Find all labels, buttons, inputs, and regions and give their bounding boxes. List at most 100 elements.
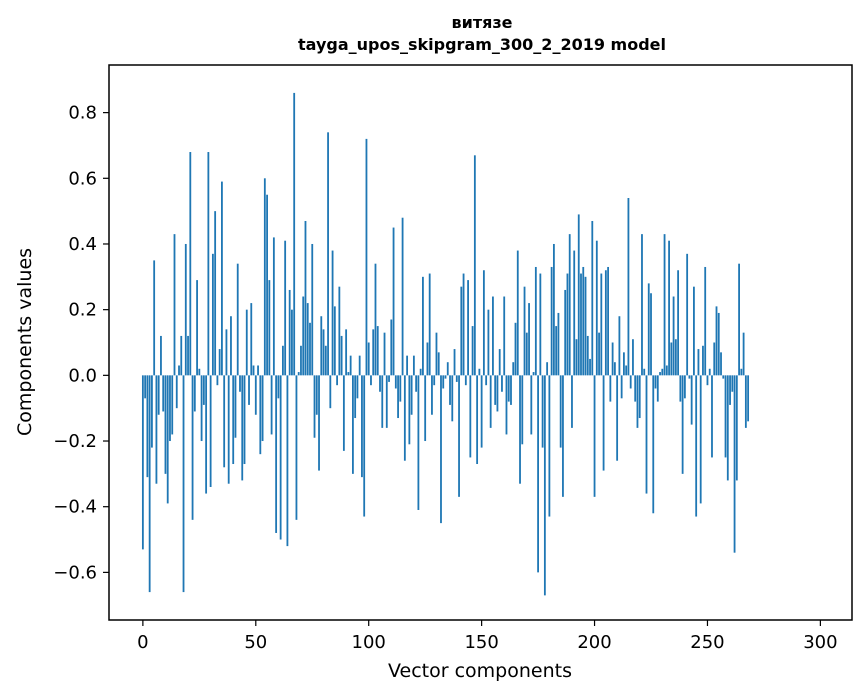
bar (263, 178, 266, 376)
bar (729, 375, 731, 405)
bar (221, 181, 223, 376)
y-tick-label: 0.6 (68, 168, 97, 189)
bar (196, 280, 198, 376)
bar (449, 375, 451, 405)
bar (365, 138, 368, 376)
bar (453, 349, 456, 376)
bar (747, 375, 750, 422)
bar (738, 263, 740, 376)
bar (471, 326, 474, 376)
bar (162, 375, 165, 412)
bar (340, 335, 343, 376)
bar (275, 375, 278, 533)
bar (207, 152, 210, 376)
bar (191, 375, 194, 520)
bar (270, 375, 273, 435)
bar (379, 375, 381, 392)
bar (525, 332, 528, 376)
bar (144, 375, 147, 399)
bar (187, 335, 189, 376)
bar (670, 342, 673, 376)
bar (469, 375, 472, 458)
bar (618, 316, 621, 376)
bar (225, 329, 228, 376)
bar (216, 375, 219, 386)
bar (198, 368, 201, 376)
x-tick-label: 200 (577, 632, 611, 653)
bar (155, 375, 158, 484)
bar (688, 375, 691, 379)
bar (415, 375, 418, 392)
bar (593, 375, 596, 497)
bar (394, 375, 397, 389)
bar (320, 316, 323, 376)
bar (277, 375, 280, 399)
bar (286, 375, 289, 547)
bar (236, 263, 239, 376)
bar (462, 273, 465, 376)
bar (151, 375, 153, 448)
bar (259, 375, 262, 455)
bar (460, 286, 463, 376)
bar (329, 375, 332, 409)
bar (672, 296, 675, 376)
bar (740, 368, 743, 376)
bar (505, 375, 508, 435)
bar (451, 375, 454, 422)
bar (417, 375, 420, 510)
bar (318, 375, 320, 471)
bar (243, 375, 246, 465)
bar (322, 329, 325, 376)
bar (428, 273, 431, 376)
bar (503, 296, 506, 376)
bar (148, 375, 151, 593)
bar (501, 375, 503, 392)
bar (173, 234, 176, 376)
bar (686, 253, 689, 376)
y-tick-label: 0.8 (68, 103, 97, 124)
bar (523, 286, 526, 376)
bar (641, 234, 643, 376)
bar (254, 375, 257, 415)
bar (573, 250, 576, 376)
bar (166, 375, 169, 504)
bar (521, 375, 524, 445)
bar (146, 375, 149, 478)
bar (661, 368, 664, 376)
bar (577, 214, 580, 376)
bar (720, 352, 722, 376)
bar (584, 276, 587, 376)
bar (403, 375, 406, 461)
bar (733, 375, 736, 553)
bar (202, 375, 205, 405)
bar (636, 375, 639, 428)
bar (313, 375, 316, 438)
bar (480, 375, 483, 448)
bar (557, 312, 560, 376)
bar (218, 349, 221, 376)
bar (514, 322, 517, 376)
bar (211, 253, 214, 376)
bar (571, 375, 573, 428)
bar (153, 260, 156, 376)
bar (681, 375, 684, 474)
bar (552, 243, 555, 376)
bar (189, 152, 192, 376)
bar (374, 263, 377, 376)
bar (345, 329, 348, 376)
bar (595, 240, 598, 376)
bar (507, 375, 510, 402)
bar (591, 220, 594, 376)
plot-frame (108, 64, 853, 621)
bar (555, 326, 558, 376)
bar (580, 273, 582, 376)
bar (611, 342, 614, 376)
bar (342, 375, 345, 451)
bar (697, 349, 700, 376)
bar (297, 372, 300, 376)
bar (141, 375, 144, 550)
bar (367, 342, 370, 376)
bar (385, 375, 388, 428)
bar (304, 220, 307, 376)
